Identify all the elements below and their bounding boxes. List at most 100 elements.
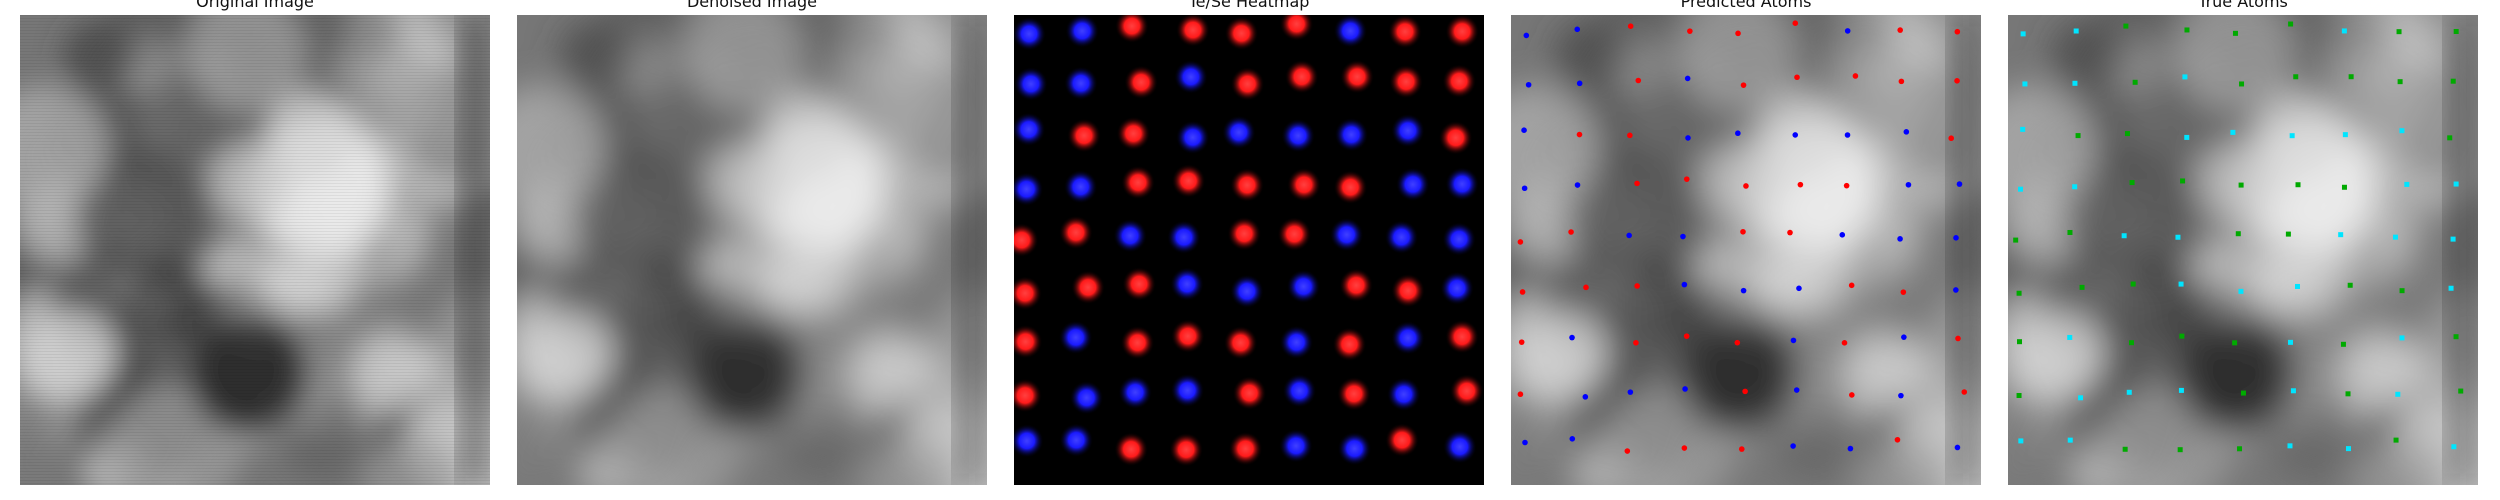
true-atom-marker: [2345, 446, 2351, 452]
true-atom-marker: [2022, 81, 2028, 87]
predicted-atom-marker: [1574, 26, 1581, 33]
true-atom-marker: [2067, 334, 2073, 340]
true-atom-marker: [2017, 339, 2023, 345]
true-atom-marker: [2240, 390, 2246, 396]
panel-te-se-heatmap: Te/Se Heatmap: [1014, 0, 1484, 500]
true-atom-marker: [2397, 79, 2403, 85]
predicted-atom-marker: [1634, 283, 1640, 289]
heatmap-spot: [1277, 217, 1312, 252]
true-atom-marker: [2288, 21, 2294, 27]
true-atom-marker: [2072, 80, 2078, 86]
heatmap-spot: [1337, 376, 1372, 411]
heatmap-spot: [1058, 320, 1093, 355]
predicted-atom-marker: [1852, 73, 1859, 79]
predicted-atom-marker: [1687, 28, 1693, 34]
true-atom-marker: [2177, 447, 2183, 453]
predicted-atom-marker: [1897, 27, 1903, 33]
heatmap-spot: [1329, 217, 1364, 252]
predicted-atom-marker: [1961, 389, 1968, 395]
panel-denoised-image: Denoised Image: [517, 0, 987, 500]
heatmap-spot: [1059, 423, 1094, 458]
heatmap-spot: [1122, 267, 1157, 302]
predicted-atom-marker: [1743, 183, 1749, 189]
predicted-atom-marker: [1849, 392, 1855, 398]
predicted-atom-marker: [1948, 135, 1955, 142]
true-atom-marker: [2124, 131, 2130, 137]
heatmap-spot: [1221, 115, 1256, 150]
heatmap-spot: [1114, 15, 1149, 44]
true-atom-marker: [2293, 74, 2299, 80]
true-atom-marker: [2238, 288, 2244, 294]
predicted-atom-marker: [1740, 287, 1747, 294]
true-atom-marker: [2020, 126, 2026, 132]
predicted-atom-marker: [1735, 30, 1741, 37]
predicted-atom-marker: [1582, 394, 1589, 400]
predicted-atom-marker: [1576, 80, 1583, 87]
original-image-canvas: [20, 15, 490, 485]
predicted-atom-marker: [1626, 232, 1632, 239]
true-atom-marker: [2399, 288, 2405, 294]
predicted-atom-marker: [1681, 445, 1688, 451]
heatmap-spot: [1284, 59, 1319, 94]
true-atom-marker: [2290, 388, 2296, 394]
predicted-atom-marker: [1953, 287, 1959, 293]
predicted-atom-marker: [1793, 387, 1800, 393]
true-atom-marker: [2342, 132, 2348, 138]
panel-title-denoised: Denoised Image: [686, 0, 818, 11]
heatmap-spot: [1445, 319, 1480, 354]
true-atom-marker: [2121, 233, 2127, 239]
predicted-atom-marker: [1517, 239, 1524, 245]
predicted-atom-marker: [1574, 182, 1581, 188]
predicted-atom-marker: [1844, 132, 1851, 138]
heatmap-spot: [1171, 163, 1206, 198]
heatmap-spot: [1286, 269, 1321, 304]
predicted-atom-marker: [1680, 233, 1686, 240]
heatmap-spot: [1175, 15, 1210, 47]
predicted-atom-marker: [1954, 28, 1961, 35]
true-atom-marker: [2295, 283, 2301, 289]
true-atom-marker: [2447, 135, 2453, 141]
true-atom-marker: [2184, 27, 2190, 33]
true-atom-marker: [2067, 229, 2073, 235]
predicted-atom-marker: [1525, 81, 1532, 88]
heatmap-spot: [1279, 15, 1314, 42]
heatmap-spot: [1063, 66, 1098, 101]
heatmap-spot: [1390, 320, 1425, 355]
predicted-atom-marker: [1794, 74, 1800, 81]
panel-predicted-atoms: Predicted Atoms: [1511, 0, 1981, 500]
heatmap-spot: [1389, 64, 1424, 99]
true-atom-marker: [2288, 339, 2294, 345]
heatmap-spot: [1014, 16, 1047, 51]
heatmap-spot: [1438, 120, 1473, 155]
predicted-atom-marker: [1518, 339, 1525, 345]
heatmap-canvas: [1014, 15, 1484, 485]
heatmap-spot: [1333, 170, 1368, 205]
true-atom-marker: [2020, 31, 2026, 37]
heatmap-spot: [1069, 380, 1104, 415]
predicted-atom-marker: [1797, 181, 1804, 188]
predicted-atom-marker: [1684, 75, 1691, 82]
predicted-atom-marker: [1683, 333, 1690, 339]
true-atom-marker: [2450, 236, 2456, 242]
true-atom-marker: [2180, 178, 2186, 184]
predicted-atom-marker: [1740, 228, 1746, 235]
heatmap-spot: [1227, 216, 1262, 251]
heatmap-spot: [1384, 220, 1419, 255]
true-atom-marker: [2013, 237, 2019, 243]
heatmap-spot: [1281, 118, 1316, 153]
heatmap-spot: [1014, 223, 1039, 258]
true-atom-marker: [2129, 180, 2135, 186]
heatmap-spot: [1118, 375, 1153, 410]
heatmap-spot: [1440, 271, 1475, 306]
heatmap-spot: [1232, 376, 1267, 411]
predicted-atom-marker: [1634, 180, 1640, 187]
heatmap-spot: [1386, 377, 1421, 412]
true-atom-marker: [2079, 284, 2085, 290]
heatmap-spot: [1067, 118, 1102, 153]
predicted-atoms-image: [1511, 15, 1981, 485]
predicted-atom-marker: [1681, 281, 1688, 288]
heatmap-spot: [1170, 373, 1205, 408]
true-atom-marker: [2458, 388, 2464, 394]
predicted-atom-marker: [1953, 235, 1959, 241]
predicted-atom-marker: [1796, 285, 1802, 292]
